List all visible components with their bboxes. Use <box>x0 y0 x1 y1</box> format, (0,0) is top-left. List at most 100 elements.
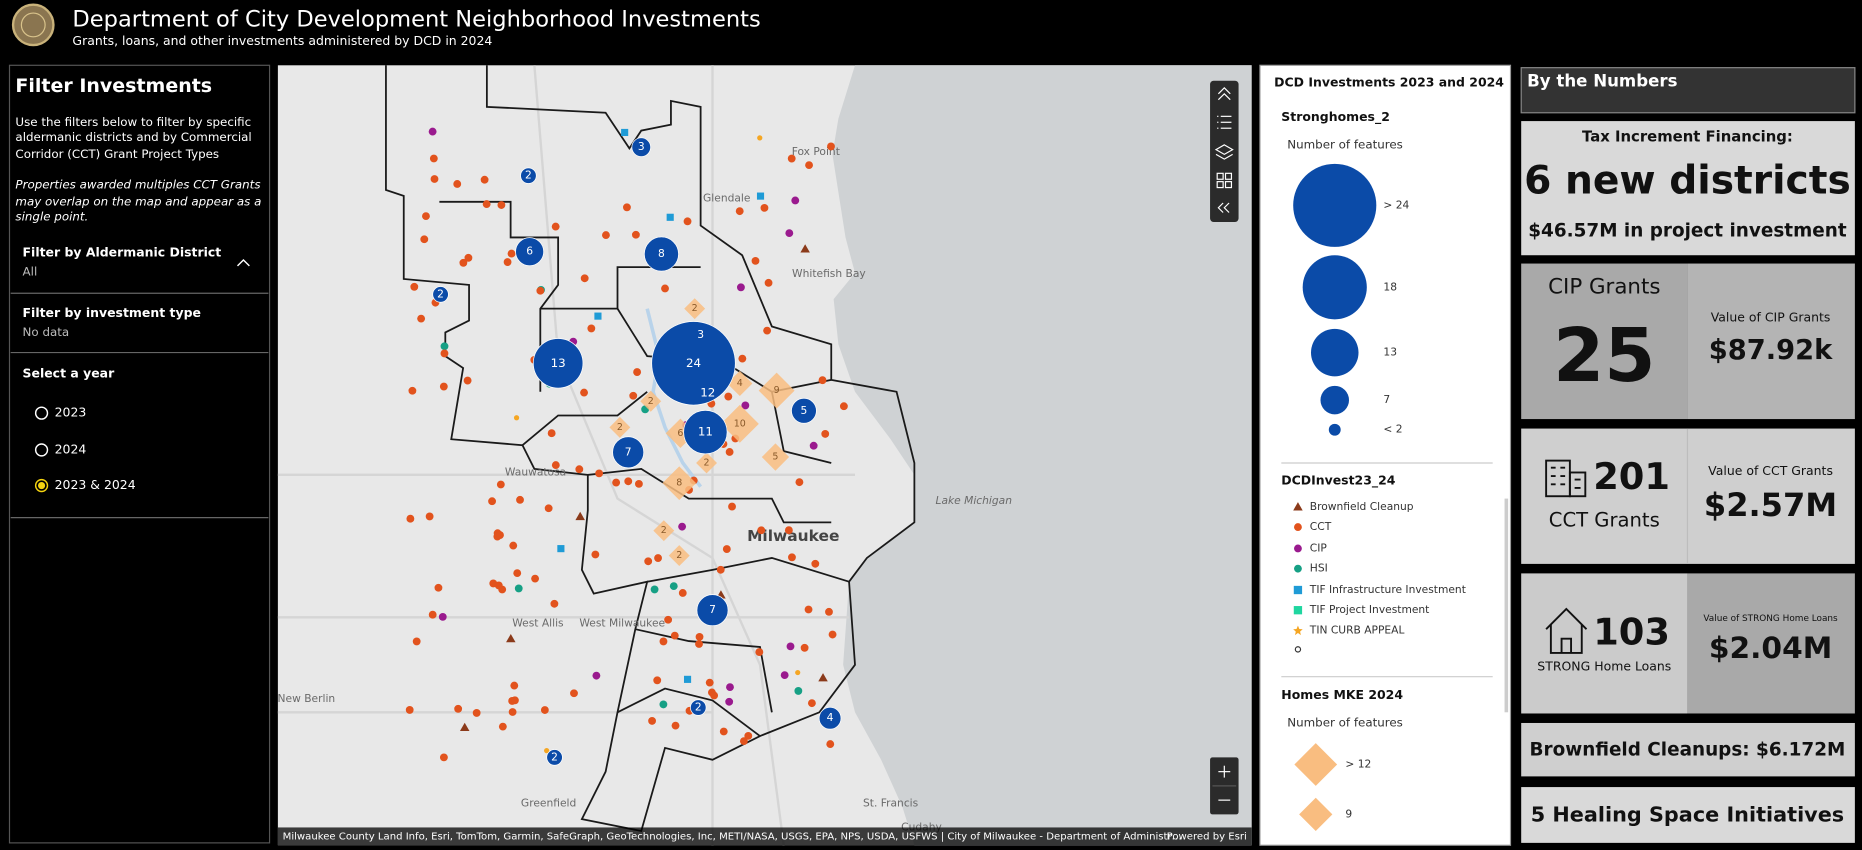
legend-scrollbar[interactable] <box>1504 498 1509 713</box>
stronghome-cluster[interactable] <box>651 321 736 406</box>
stronghome-cluster[interactable] <box>532 338 584 389</box>
cct-point[interactable] <box>536 286 545 295</box>
cct-point[interactable] <box>422 212 430 221</box>
layers-button[interactable] <box>1215 153 1233 160</box>
cct-point[interactable] <box>644 557 653 566</box>
curb-point[interactable] <box>757 135 763 141</box>
cct-point[interactable] <box>784 526 793 535</box>
cct-point[interactable] <box>828 630 837 639</box>
cct-point[interactable] <box>513 569 522 578</box>
cct-point[interactable] <box>488 497 496 506</box>
curb-point[interactable] <box>795 669 801 676</box>
tif-point[interactable] <box>683 675 692 683</box>
cct-point[interactable] <box>755 648 764 656</box>
cct-point[interactable] <box>804 605 813 614</box>
expand-button[interactable] <box>1223 202 1230 213</box>
stronghome-cluster[interactable] <box>631 137 651 157</box>
stronghome-cluster[interactable] <box>432 286 449 303</box>
home-cluster[interactable] <box>720 404 759 443</box>
cct-point[interactable] <box>659 637 668 646</box>
stronghome-cluster[interactable] <box>696 594 729 627</box>
cct-point[interactable] <box>459 258 468 267</box>
cct-point[interactable] <box>728 502 736 511</box>
cct-point[interactable] <box>653 676 662 685</box>
powered-by[interactable]: Powered by Esri <box>1167 831 1247 842</box>
cct-point[interactable] <box>751 256 760 265</box>
stronghome-cluster[interactable] <box>690 699 707 716</box>
cct-point[interactable] <box>705 678 714 687</box>
curb-point[interactable] <box>513 415 520 421</box>
cct-point[interactable] <box>496 480 505 489</box>
home-cluster[interactable] <box>696 452 718 474</box>
cct-point[interactable] <box>516 495 524 504</box>
home-cluster[interactable] <box>609 416 631 438</box>
map-toolbar[interactable] <box>1210 80 1239 222</box>
cct-point[interactable] <box>821 429 830 438</box>
cct-point[interactable] <box>497 201 506 209</box>
tif-point[interactable] <box>594 312 602 320</box>
cct-point[interactable] <box>575 465 584 474</box>
cct-point[interactable] <box>670 631 679 640</box>
cct-point[interactable] <box>507 249 516 258</box>
cct-point[interactable] <box>591 550 600 559</box>
cct-point[interactable] <box>434 583 443 592</box>
cct-point[interactable] <box>550 599 559 608</box>
collapse-button[interactable] <box>1217 87 1231 95</box>
cct-point[interactable] <box>503 258 512 266</box>
stronghome-cluster[interactable] <box>683 410 728 455</box>
cct-point[interactable] <box>547 429 556 438</box>
radio-label[interactable]: 2023 <box>55 405 87 420</box>
tif-point[interactable] <box>756 192 765 200</box>
cct-point[interactable] <box>417 314 426 323</box>
stronghome-cluster[interactable] <box>612 436 645 469</box>
cct-point[interactable] <box>405 706 414 714</box>
cip-point[interactable] <box>428 127 437 136</box>
home-cluster[interactable] <box>668 545 690 567</box>
cct-point[interactable] <box>678 589 687 597</box>
cct-point[interactable] <box>629 391 638 400</box>
home-cluster[interactable] <box>758 372 795 409</box>
cct-point[interactable] <box>825 607 833 616</box>
type-filter-box[interactable] <box>10 296 269 351</box>
cct-point[interactable] <box>624 477 633 486</box>
cct-point[interactable] <box>408 386 417 395</box>
cip-point[interactable] <box>725 697 734 706</box>
basemap-button[interactable] <box>1224 172 1233 180</box>
cct-point[interactable] <box>826 740 835 749</box>
home-cluster[interactable] <box>653 520 675 542</box>
cct-point[interactable] <box>508 708 517 716</box>
cct-point[interactable] <box>429 154 438 163</box>
cct-point[interactable] <box>612 478 621 487</box>
stronghome-cluster[interactable] <box>546 749 563 766</box>
cct-point[interactable] <box>654 554 662 562</box>
cct-point[interactable] <box>695 632 704 641</box>
cct-point[interactable] <box>818 376 827 385</box>
chevron-up[interactable] <box>236 258 250 267</box>
brownfield-point[interactable] <box>575 511 585 521</box>
hsi-point[interactable] <box>659 700 668 709</box>
cct-point[interactable] <box>764 278 773 287</box>
collapse-button[interactable] <box>1217 92 1231 101</box>
cip-point[interactable] <box>780 671 789 680</box>
cct-point[interactable] <box>531 574 540 583</box>
radio-label[interactable]: 2023 & 2024 <box>55 477 136 492</box>
cct-point[interactable] <box>839 402 848 411</box>
cct-point[interactable] <box>788 553 796 562</box>
cip-point[interactable] <box>438 612 447 621</box>
stronghome-cluster[interactable] <box>515 237 544 267</box>
brownfield-point[interactable] <box>506 633 516 643</box>
stronghome-cluster[interactable] <box>520 167 537 184</box>
cip-point[interactable] <box>736 283 745 292</box>
cct-point[interactable] <box>410 282 419 291</box>
cct-point[interactable] <box>510 681 519 690</box>
cct-point[interactable] <box>496 531 504 539</box>
cct-point[interactable] <box>602 231 610 240</box>
district-filter[interactable]: Filter by Aldermanic District All <box>10 235 269 293</box>
cct-point[interactable] <box>482 200 491 209</box>
zoom-controls[interactable] <box>1210 757 1239 815</box>
cct-point[interactable] <box>631 230 640 239</box>
stronghome-cluster[interactable] <box>818 706 842 730</box>
cct-point[interactable] <box>719 727 728 736</box>
legend-button[interactable] <box>1217 115 1232 129</box>
